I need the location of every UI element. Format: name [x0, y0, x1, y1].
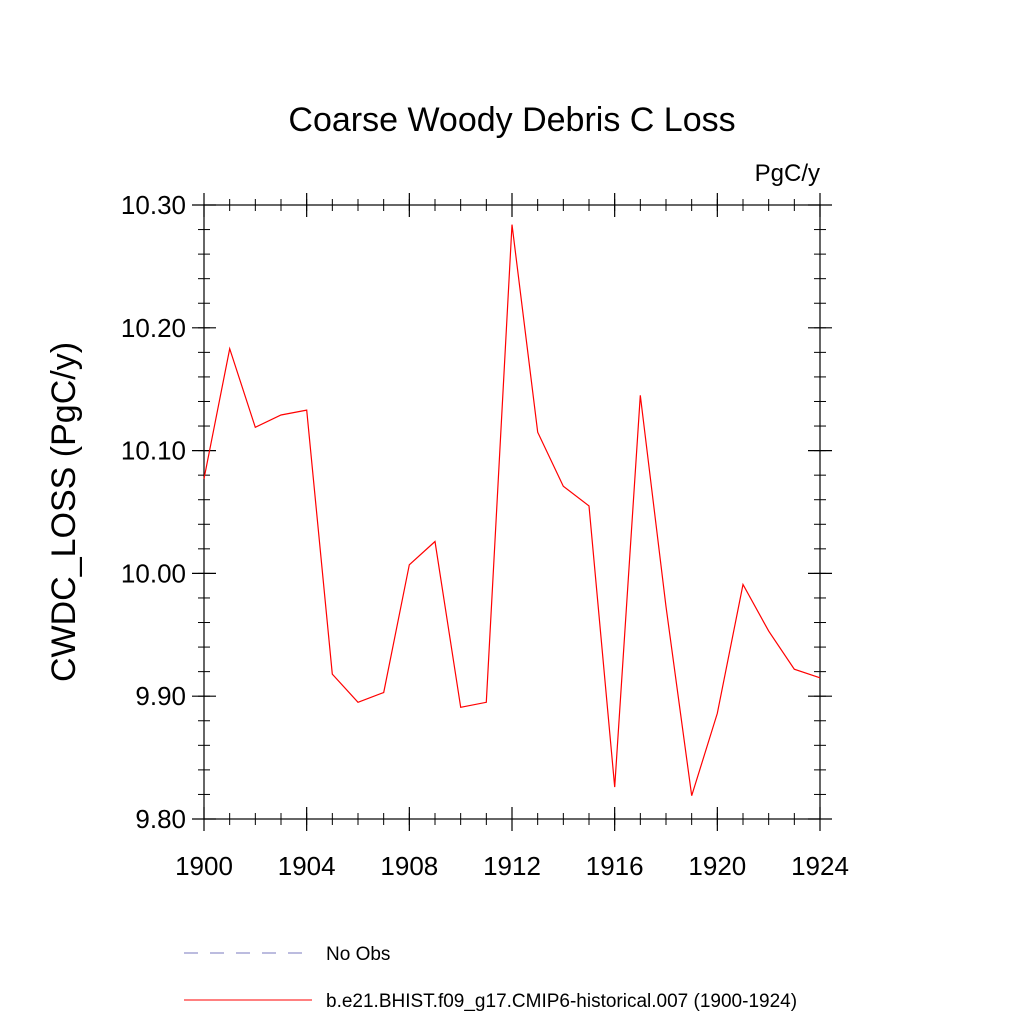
- series-line: [203, 224, 821, 796]
- y-tick-label: 10.20: [121, 313, 186, 343]
- x-tick-label: 1920: [688, 851, 746, 881]
- x-tick-label: 1900: [175, 851, 233, 881]
- legend: No Obs b.e21.BHIST.f09_g17.CMIP6-historic…: [184, 944, 797, 1012]
- legend-label-1: No Obs: [326, 944, 390, 965]
- x-tick-label: 1908: [380, 851, 438, 881]
- series-layer: [203, 224, 821, 796]
- y-tick-label: 9.80: [135, 804, 186, 834]
- y-tick-label: 10.00: [121, 558, 186, 588]
- legend-label-2: b.e21.BHIST.f09_g17.CMIP6-historical.007…: [326, 991, 797, 1012]
- y-tick-label: 9.90: [135, 681, 186, 711]
- y-tick-label: 10.30: [121, 190, 186, 220]
- x-tick-label: 1916: [586, 851, 644, 881]
- axes: 9.80 9.90 10.00 10.10 10.20 10.30 1900 1904 1908…: [121, 190, 849, 881]
- x-tick-label: 1924: [791, 851, 849, 881]
- y-tick-label: 10.10: [121, 436, 186, 466]
- units-label: PgC/y: [755, 160, 820, 187]
- x-tick-label: 1912: [483, 851, 541, 881]
- y-axis-label: CWDC_LOSS (PgC/y): [45, 342, 83, 682]
- chart-title: Coarse Woody Debris C Loss: [288, 101, 735, 139]
- x-tick-label: 1904: [278, 851, 336, 881]
- plot-frame: [203, 204, 821, 820]
